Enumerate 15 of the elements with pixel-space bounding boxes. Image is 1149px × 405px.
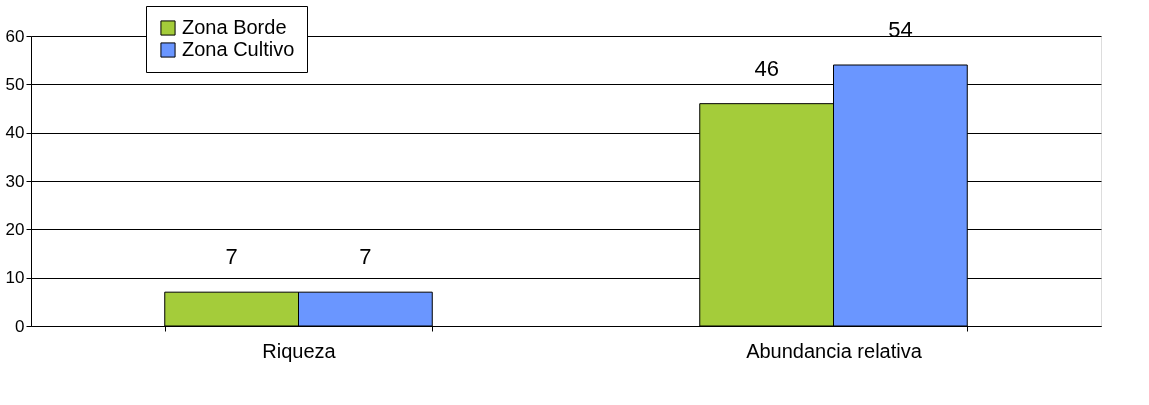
legend-label: Zona Cultivo: [182, 38, 295, 60]
y-tick-label: 60: [5, 26, 25, 46]
data-label: 54: [888, 17, 913, 42]
y-tick-label: 50: [5, 74, 25, 94]
data-label: 7: [225, 244, 238, 270]
x-tick-label: Riqueza: [262, 339, 337, 362]
y-tick-label: 30: [5, 171, 25, 191]
data-label: 46: [754, 55, 779, 81]
y-tick-label: 10: [5, 268, 25, 288]
legend-label: Zona Borde: [182, 16, 287, 38]
y-tick-label: 20: [5, 219, 25, 239]
y-tick-label: 40: [5, 123, 25, 143]
y-tick-label: 0: [15, 316, 25, 336]
x-tick-label: Abundancia relativa: [746, 339, 923, 362]
data-label: 7: [359, 244, 372, 270]
